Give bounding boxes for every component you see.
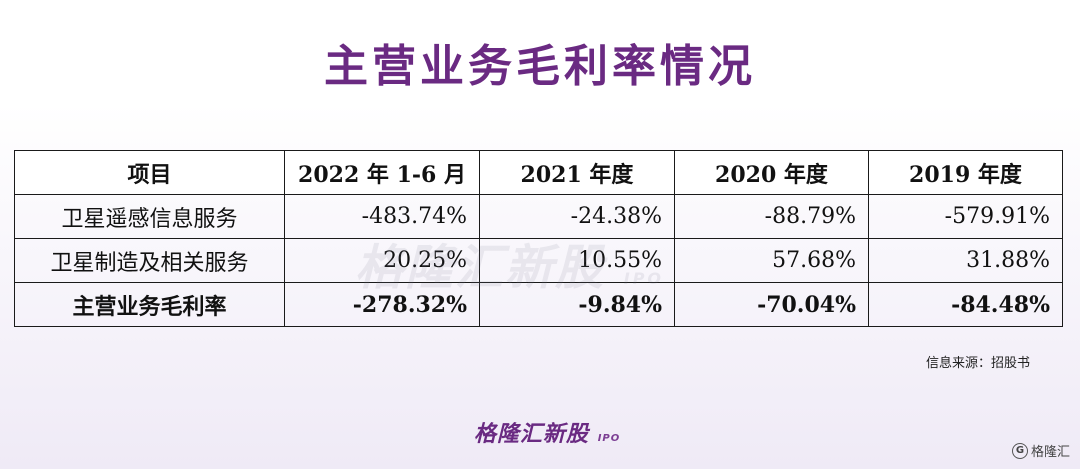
table-cell: 57.68% — [674, 238, 869, 283]
table-header-row: 项目 2022 年 1-6 月 2021 年度 2020 年度 2019 年度 — [14, 150, 1063, 195]
source-note: 信息来源：招股书 — [925, 356, 1030, 371]
header-2022h1: 2022 年 1-6 月 — [284, 150, 480, 195]
header-item: 项目 — [14, 150, 285, 195]
brand-logo: 格隆汇新股 IPO — [474, 416, 620, 448]
total-cell: -70.04% — [674, 282, 869, 327]
row-label: 卫星遥感信息服务 — [14, 194, 285, 239]
table-row: 卫星遥感信息服务 -483.74% -24.38% -88.79% -579.9… — [14, 194, 1063, 239]
table-cell: -88.79% — [674, 194, 869, 239]
total-cell: -9.84% — [479, 282, 675, 327]
table-cell: -24.38% — [479, 194, 675, 239]
header-2019: 2019 年度 — [868, 150, 1063, 195]
table-cell: -483.74% — [284, 194, 480, 239]
header-2020: 2020 年度 — [674, 150, 869, 195]
total-label: 主营业务毛利率 — [14, 282, 285, 327]
g-logo-icon: G — [1011, 442, 1028, 459]
total-cell: -278.32% — [284, 282, 480, 327]
corner-text: 格隆汇 — [1030, 445, 1070, 460]
table-cell: 10.55% — [479, 238, 675, 283]
page-title: 主营业务毛利率情况 — [324, 41, 756, 92]
table-cell: 20.25% — [284, 238, 480, 283]
logo-text: 格隆汇新股 — [474, 422, 590, 447]
corner-watermark: G 格隆汇 — [1011, 441, 1070, 460]
header-2021: 2021 年度 — [479, 150, 675, 195]
total-cell: -84.48% — [868, 282, 1063, 327]
table-cell: -579.91% — [868, 194, 1063, 239]
table-cell: 31.88% — [868, 238, 1063, 283]
table-total-row: 主营业务毛利率 -278.32% -9.84% -70.04% -84.48% — [14, 282, 1063, 327]
row-label: 卫星制造及相关服务 — [14, 238, 285, 283]
logo-sub: IPO — [597, 433, 621, 444]
table-row: 卫星制造及相关服务 20.25% 10.55% 57.68% 31.88% — [14, 238, 1063, 283]
gross-margin-table: 项目 2022 年 1-6 月 2021 年度 2020 年度 2019 年度 … — [14, 150, 1063, 327]
